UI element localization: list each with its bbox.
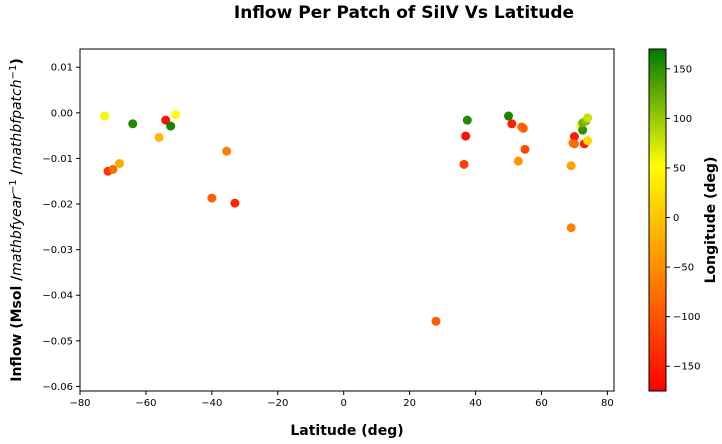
data-point-28 — [578, 125, 588, 135]
y-tick-label: −0.01 — [42, 154, 73, 165]
x-tick-label: −20 — [267, 398, 288, 409]
y-label-year: mathbfyear — [9, 193, 25, 276]
data-point-18 — [513, 156, 523, 166]
data-point-9 — [207, 193, 217, 203]
data-point-2 — [108, 164, 118, 174]
y-label-sep: / — [9, 168, 25, 179]
y-tick-label: −0.03 — [42, 245, 73, 256]
data-point-23 — [566, 223, 576, 233]
data-point-33 — [583, 136, 593, 146]
points-layer — [100, 110, 593, 326]
y-label-exp1: −1 — [8, 179, 19, 194]
y-tick-label: −0.05 — [42, 336, 73, 347]
colorbar-tick-label: 0 — [673, 213, 679, 224]
data-point-10 — [222, 146, 232, 156]
data-point-5 — [154, 132, 164, 142]
x-tick-label: 80 — [601, 398, 614, 409]
data-point-15 — [462, 115, 472, 125]
data-point-16 — [504, 111, 514, 121]
colorbar-tick-label: −150 — [673, 362, 700, 373]
y-tick-label: 0.01 — [51, 63, 73, 74]
data-point-25 — [569, 132, 579, 142]
data-point-13 — [459, 159, 469, 169]
x-tick-label: −60 — [135, 398, 156, 409]
colorbar-tick-label: 50 — [673, 163, 686, 174]
y-label-patch: mathbfpatch — [9, 79, 25, 169]
data-point-6 — [161, 115, 171, 125]
chart-title: Inflow Per Patch of SiIV Vs Latitude — [234, 3, 574, 23]
x-axis: −80 −60 −40 −20 0 20 40 60 80 — [69, 391, 614, 409]
y-axis-label: Inflow (Msol /mathbfyear−1 /mathbfpatch−… — [8, 58, 25, 382]
y-tick-label: −0.02 — [42, 200, 73, 211]
x-tick-label: −40 — [201, 398, 222, 409]
colorbar-axis: 150 100 50 0 −50 −100 −150 — [666, 64, 700, 373]
colorbar-tick-label: 100 — [673, 114, 692, 125]
x-tick-label: 20 — [403, 398, 416, 409]
data-point-3 — [115, 158, 125, 168]
colorbar-label: Longitude (deg) — [703, 157, 719, 284]
y-tick-label: −0.04 — [42, 291, 73, 302]
y-axis: 0.01 0.00 −0.01 −0.02 −0.03 −0.04 −0.05 −0.06 — [42, 63, 80, 393]
x-tick-label: −80 — [69, 398, 90, 409]
y-label-main: Inflow (Msol / — [9, 275, 25, 382]
data-point-4 — [128, 119, 138, 129]
x-tick-label: 0 — [341, 398, 347, 409]
data-point-26 — [569, 139, 579, 149]
data-point-14 — [461, 131, 471, 141]
data-point-8 — [171, 110, 181, 120]
colorbar — [648, 48, 667, 392]
x-tick-label: 40 — [469, 398, 482, 409]
data-point-12 — [431, 316, 441, 326]
y-tick-label: 0.00 — [51, 108, 73, 119]
data-point-22 — [566, 161, 576, 171]
colorbar-tick-label: −50 — [673, 263, 694, 274]
data-point-7 — [166, 121, 176, 131]
colorbar-tick-label: 150 — [673, 64, 692, 75]
data-point-21 — [520, 144, 530, 154]
data-point-20 — [518, 123, 528, 133]
data-point-11 — [230, 198, 240, 208]
x-tick-label: 60 — [535, 398, 548, 409]
data-point-0 — [100, 111, 110, 121]
data-point-17 — [507, 119, 517, 129]
data-point-32 — [583, 113, 593, 123]
y-tick-label: −0.06 — [42, 382, 73, 393]
plot-frame — [79, 48, 615, 392]
y-label-exp2: −1 — [8, 65, 19, 80]
colorbar-tick-label: −100 — [673, 312, 700, 323]
y-label-end: ) — [9, 58, 25, 64]
x-axis-label: Latitude (deg) — [290, 423, 403, 439]
